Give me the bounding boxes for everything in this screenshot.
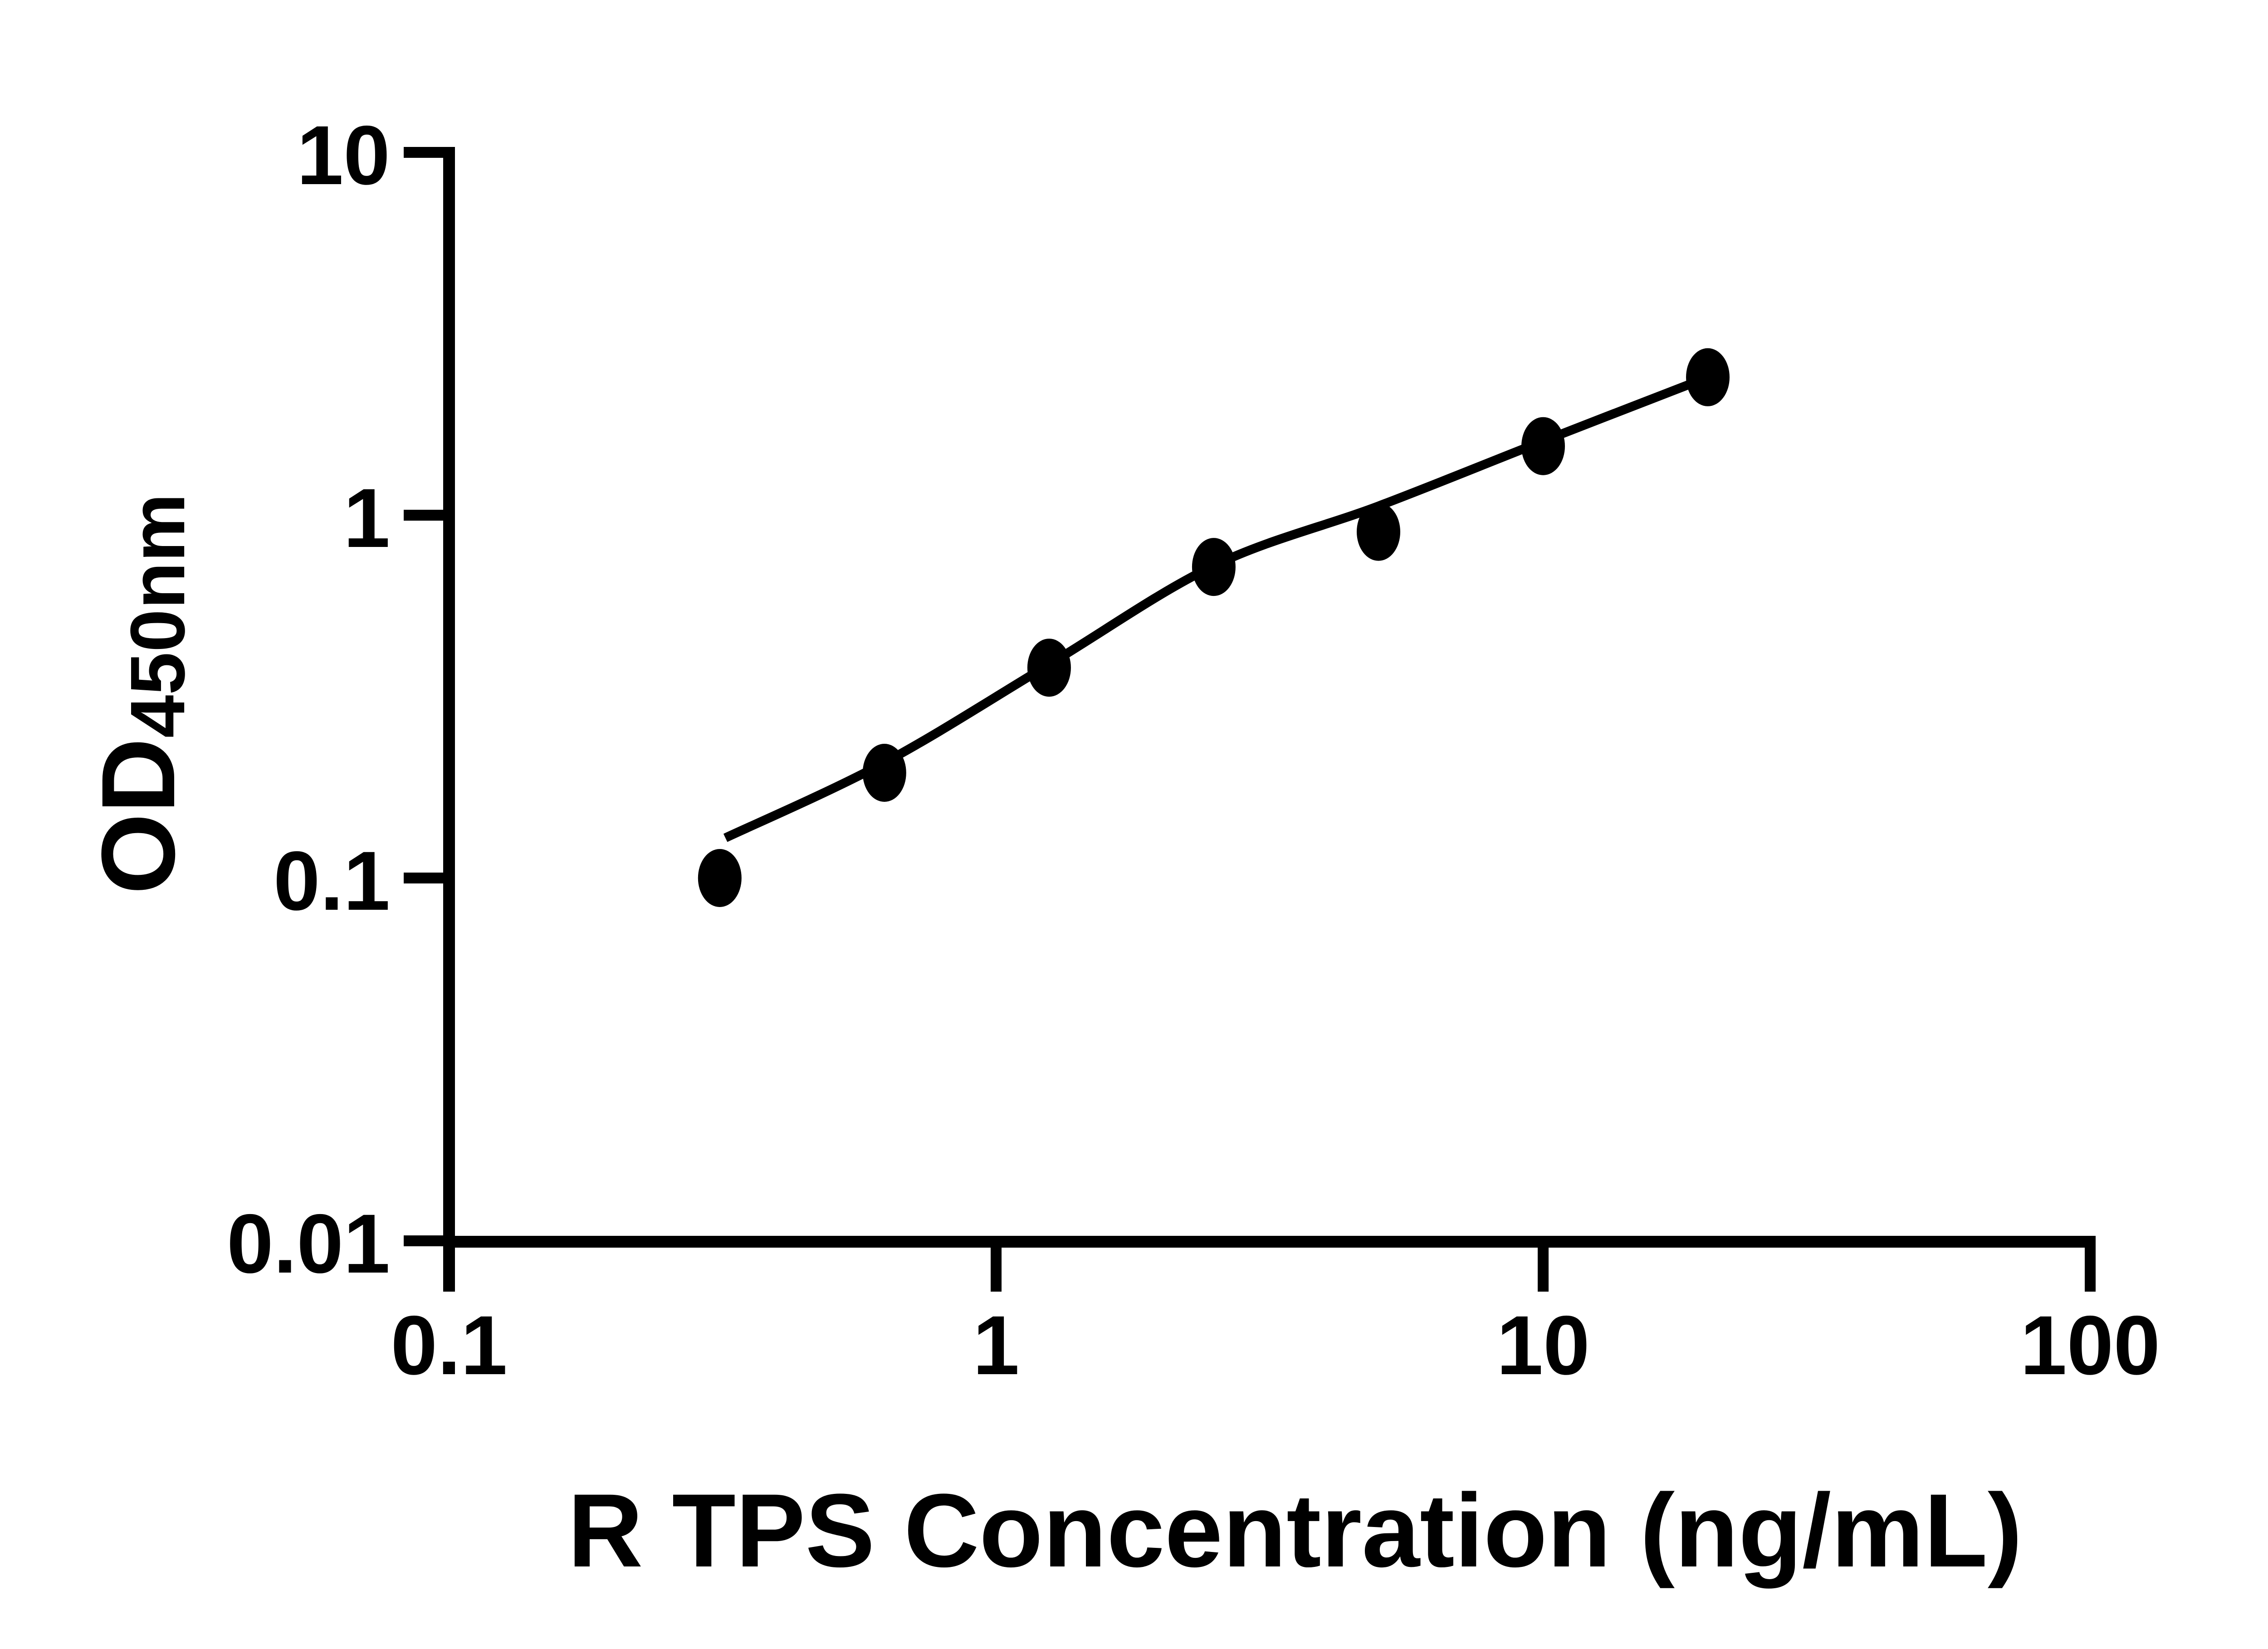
data-point-marker <box>1192 538 1236 596</box>
data-point-marker <box>862 744 906 802</box>
x-tick-label: 0.1 <box>391 1299 508 1392</box>
y-tick-label: 10 <box>297 109 390 202</box>
y-axis-title-subscript: 450nm <box>115 493 201 738</box>
data-point-marker <box>1686 348 1730 406</box>
y-axis-title: OD450nm <box>70 422 206 966</box>
data-point-marker <box>1521 417 1565 475</box>
x-axis-title: R TPS Concentration (ng/mL) <box>567 1472 2023 1589</box>
y-axis-title-main: OD <box>80 738 196 895</box>
y-tick-label: 0.1 <box>273 834 390 928</box>
y-tick-label: 0.01 <box>226 1197 390 1291</box>
axes <box>443 147 2096 1292</box>
x-tick-label: 1 <box>973 1299 1020 1392</box>
data-points <box>698 348 1730 907</box>
x-tick-label: 100 <box>2020 1299 2160 1392</box>
y-tick-label: 1 <box>343 472 390 565</box>
data-point-marker <box>1027 639 1071 697</box>
data-point-marker <box>698 849 742 907</box>
x-tick-label: 10 <box>1496 1299 1590 1392</box>
tick-marks <box>404 147 2096 1292</box>
data-point-marker <box>1357 503 1400 561</box>
